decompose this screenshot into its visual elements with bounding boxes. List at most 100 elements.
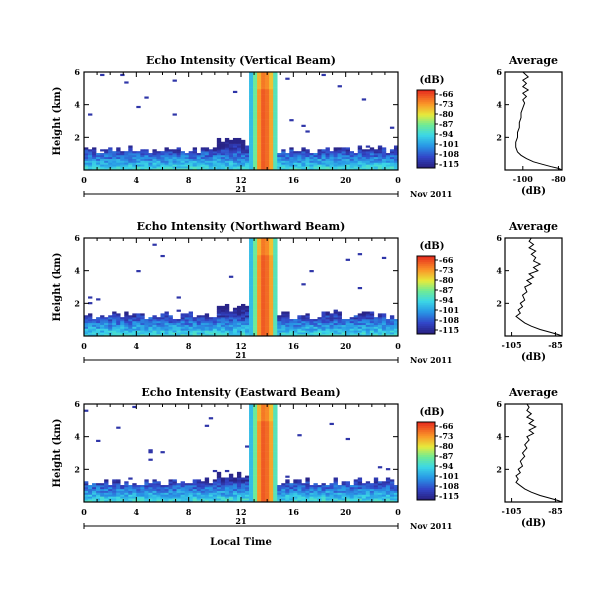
profile-y-tick-label: 4 [496, 432, 502, 442]
colorbar-segment [417, 152, 435, 155]
x-tick-label: 4 [134, 175, 140, 185]
colorbar-segment [417, 281, 435, 284]
colorbar-segment [417, 461, 435, 464]
colorbar-tick-label: -73 [439, 431, 454, 441]
colorbar-segment [417, 91, 435, 95]
panel-3: Echo Intensity (Eastward Beam) 0 4 8 12 16 20 0… [52, 386, 563, 548]
colorbar-segment [417, 324, 435, 327]
colorbar-segment [417, 291, 435, 294]
x-tick-label: 0 [395, 341, 401, 351]
colorbar: -66-73-80-87-94-101-108-115 [416, 421, 459, 501]
colorbar-segment [417, 425, 435, 429]
colorbar-segment [417, 328, 435, 331]
colorbar-segment [417, 300, 435, 304]
colorbar-segment [417, 302, 435, 306]
average-profile: Average 2 4 6 -100 -80 (dB) [496, 54, 566, 197]
x-tick-label: 20 [340, 175, 352, 185]
colorbar-segment [417, 285, 435, 288]
average-profile: Average 2 4 6 -105 -85(dB) [496, 386, 562, 529]
colorbar-segment [417, 453, 435, 456]
colorbar-segment [417, 314, 435, 317]
colorbar-segment [417, 134, 435, 138]
heatmap-cells [84, 404, 399, 503]
colorbar-segment [417, 265, 435, 269]
profile-y-tick-label: 6 [496, 67, 502, 77]
profile-frame [504, 237, 563, 337]
x-tick-label: 8 [186, 507, 192, 517]
colorbar-segment [417, 298, 435, 302]
colorbar-segment [417, 261, 435, 265]
y-tick-label: 4 [74, 100, 80, 110]
x-tick-label: 0 [395, 175, 401, 185]
x-tick-label: 20 [340, 341, 352, 351]
colorbar-segment [417, 140, 435, 144]
colorbar-segment [417, 263, 435, 267]
colorbar-segment [417, 127, 435, 130]
colorbar-segment [417, 441, 435, 444]
y-tick-label: 4 [74, 432, 80, 442]
colorbar-segment [417, 101, 435, 105]
colorbar-segment [417, 142, 435, 145]
profile-frame [504, 71, 563, 171]
profile-y-tick-label: 2 [496, 132, 502, 142]
profile-line [515, 403, 563, 503]
colorbar-segment [417, 472, 435, 476]
colorbar-segment [417, 443, 435, 446]
colorbar-segment [417, 427, 435, 431]
colorbar-segment [417, 431, 435, 435]
profile-y-tick-label: 2 [496, 464, 502, 474]
colorbar-tick-label: -108 [439, 315, 459, 325]
colorbar-frame [416, 255, 436, 335]
profile-line [515, 71, 563, 171]
x-tick-label: 16 [288, 341, 300, 351]
colorbar-segment [417, 105, 435, 108]
colorbar-segment [417, 484, 435, 487]
colorbar-segment [417, 494, 435, 497]
heatmap-cells [84, 238, 399, 337]
profile-x-tick-label: -100 [513, 174, 533, 184]
x-tick-label: 8 [186, 175, 192, 185]
panel-title: Echo Intensity (Eastward Beam) [141, 386, 340, 399]
colorbar-segment [417, 474, 435, 477]
colorbar-segment [417, 447, 435, 450]
colorbar-segment [417, 144, 435, 147]
colorbar-segment [417, 119, 435, 122]
colorbar-segment [417, 464, 435, 468]
profile-y-tick-label: 4 [496, 100, 502, 110]
colorbar-segment [417, 312, 435, 315]
colorbar-segment [417, 482, 435, 485]
colorbar-segment [417, 164, 435, 167]
profile-frame [504, 403, 563, 503]
profile-y-tick-label: 6 [496, 233, 502, 243]
colorbar-segment [417, 259, 435, 263]
colorbar-segment [417, 256, 435, 259]
colorbar-segment [417, 162, 435, 165]
colorbar-segment [417, 289, 435, 292]
colorbar-segment [417, 451, 435, 454]
colorbar-tick-label: -66 [439, 255, 454, 265]
colorbar-segment [417, 136, 435, 140]
profile-x-label: (dB) [521, 352, 546, 363]
y-tick-label: 6 [74, 233, 80, 243]
colorbar-tick-label: -101 [439, 139, 459, 149]
y-tick-label: 2 [74, 464, 80, 474]
colorbar-segment [417, 132, 435, 136]
colorbar-tick-label: -101 [439, 305, 459, 315]
colorbar-segment [417, 95, 435, 99]
colorbar-segment [417, 457, 435, 460]
colorbar-segment [417, 449, 435, 452]
colorbar-tick-label: -101 [439, 471, 459, 481]
colorbar-segment [417, 437, 435, 440]
colorbar-tick-label: -108 [439, 481, 459, 491]
colorbar-segment [417, 273, 435, 276]
x-tick-label: 12 [235, 341, 246, 351]
y-tick-label: 2 [74, 298, 80, 308]
colorbar-segment [417, 146, 435, 149]
profile-x-tick-label: -80 [551, 174, 566, 184]
panel-title: Echo Intensity (Vertical Beam) [146, 54, 336, 67]
y-axis-label: Height (km) [52, 87, 63, 156]
panel-title: Echo Intensity (Northward Beam) [137, 220, 346, 233]
panel-1: Echo Intensity (Vertical Beam) 0 4 8 12 16 20 0… [52, 54, 566, 199]
colorbar-segment [417, 476, 435, 479]
y-tick-label: 6 [74, 399, 80, 409]
